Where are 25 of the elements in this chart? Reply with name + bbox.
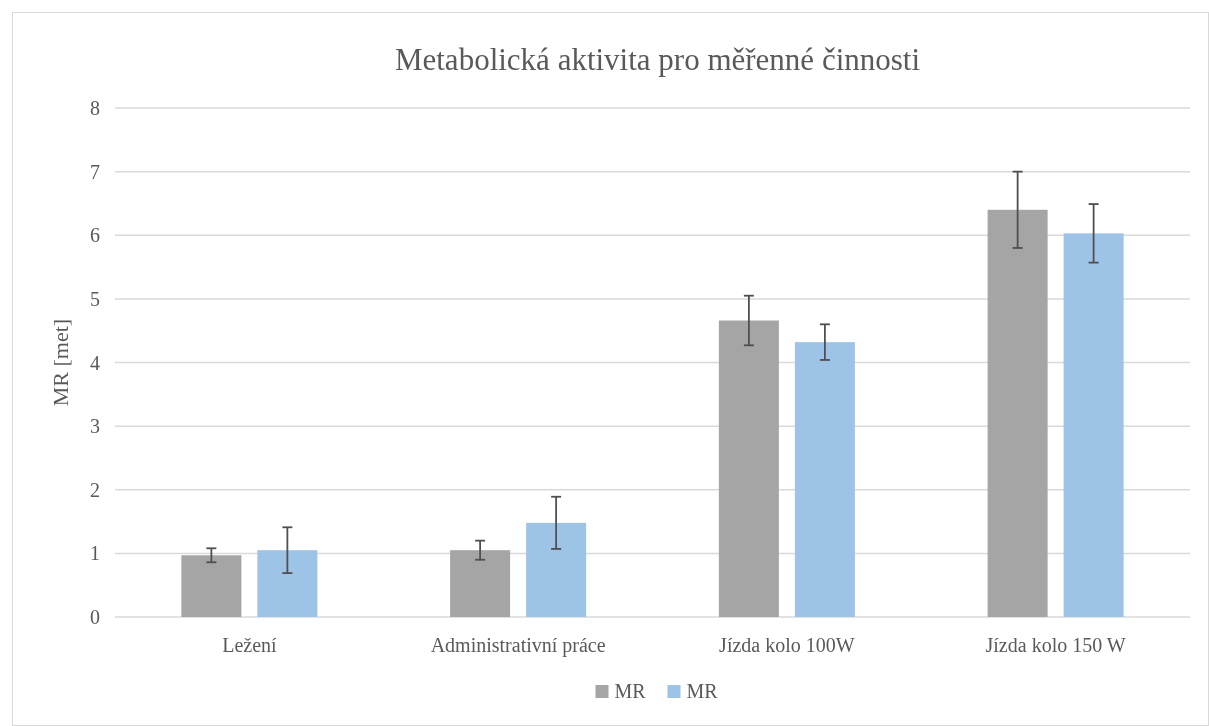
x-tick-label: Administrativní práce [430,634,606,657]
legend-label: MR [614,680,647,702]
legend-label: MR [686,680,719,702]
y-tick-label: 0 [90,606,100,628]
bar [257,550,318,617]
x-tick-label: Jízda kolo 100W [719,634,855,656]
y-tick-label: 3 [90,415,100,438]
y-tick-label: 5 [90,287,100,310]
y-axis-title: MR [met] [48,318,73,407]
bar [526,522,587,617]
bar [1063,233,1124,617]
bar [987,209,1048,617]
chart-title: Metabolická aktivita pro měřenné činnosti [394,42,921,77]
y-tick-label: 1 [90,542,100,565]
bar [718,320,779,617]
bar [181,555,242,617]
x-tick-label: Ležení [222,634,278,656]
y-tick-label: 8 [90,97,100,119]
bar [450,550,511,617]
bar [794,342,855,617]
y-tick-label: 7 [90,160,100,183]
y-tick-label: 6 [90,224,100,247]
y-tick-label: 4 [90,351,100,374]
y-tick-label: 2 [90,478,100,501]
x-tick-label: Jízda kolo 150 W [985,634,1126,656]
